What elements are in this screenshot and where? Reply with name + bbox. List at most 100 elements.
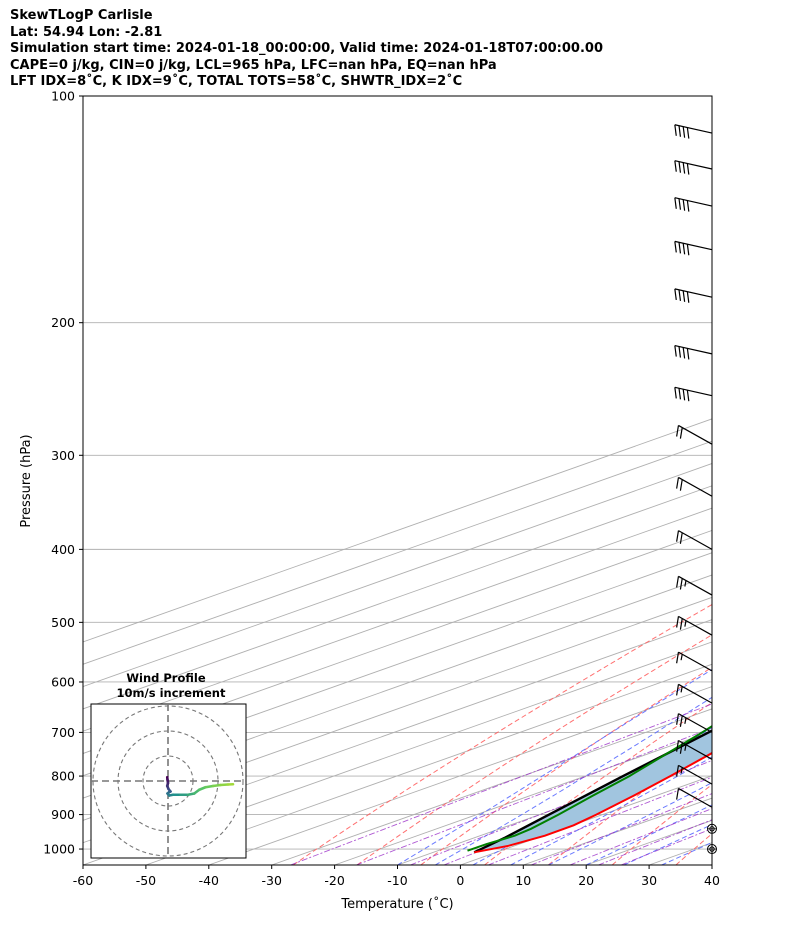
moist-adiabat [472, 727, 712, 865]
hodograph-subtitle: 10m/s increment [117, 686, 226, 700]
barb-flag [676, 616, 680, 628]
mixing-ratio-line [290, 703, 712, 865]
mixing-ratio-line [569, 808, 712, 865]
dry-adiabat [740, 96, 794, 865]
isotherm-line [83, 463, 712, 688]
wind-barb [676, 683, 713, 704]
wind-barb [676, 713, 713, 733]
barb-shaft [674, 344, 713, 355]
barb-half-flag [680, 654, 683, 661]
barb-half-flag [684, 580, 687, 587]
barb-flag [678, 289, 682, 301]
x-axis-label: Temperature (˚C) [340, 896, 453, 912]
isotherm-line [271, 708, 712, 865]
stability-line: CAPE=0 j/kg, CIN=0 j/kg, LCL=965 hPa, LF… [10, 57, 497, 73]
wind-barb [676, 787, 713, 808]
dry-adiabat [420, 666, 712, 865]
barb-flag [678, 198, 682, 210]
mixing-ratio-line [530, 793, 712, 865]
wind-barb [676, 615, 713, 636]
barb-flag [678, 161, 682, 173]
isotherm-line [83, 641, 712, 865]
barb-flag [679, 427, 683, 439]
isotherm-line [648, 842, 712, 865]
wind-barb [674, 386, 713, 402]
barb-shaft [678, 683, 713, 704]
barb-flag [676, 576, 680, 588]
barb-half-flag [684, 717, 687, 724]
wind-barb [674, 240, 713, 256]
x-tick-label: 40 [704, 873, 720, 888]
barb-flag [678, 388, 682, 400]
wind-barb [676, 764, 713, 785]
barb-shaft [674, 240, 713, 251]
barb-shaft [674, 197, 713, 207]
wind-barb [676, 651, 713, 672]
moist-adiabat [510, 756, 712, 865]
wind-barb [676, 424, 713, 445]
dry-adiabat [292, 603, 712, 865]
mixing-ratio-line [488, 776, 712, 865]
mixing-ratio-line [356, 727, 712, 865]
wind-barb [676, 739, 713, 760]
parcel-profile-line [473, 729, 712, 854]
barb-flag [676, 684, 680, 696]
barb-flag [676, 477, 680, 489]
barb-flag [676, 530, 680, 542]
wind-barb [674, 344, 713, 360]
barb-flag [674, 288, 677, 301]
barb-flag [682, 243, 686, 255]
barb-shaft [678, 575, 713, 596]
y-axis-label: Pressure (hPa) [19, 434, 34, 527]
x-tick-label: -40 [199, 873, 219, 888]
barb-flag [682, 199, 686, 211]
barb-flag [674, 124, 677, 136]
mixing-ratio-line [620, 828, 712, 865]
x-tick-label: -50 [136, 873, 156, 888]
barb-flag [679, 618, 683, 630]
barb-flag [676, 765, 680, 777]
barb-flag [686, 200, 690, 212]
barb-flag [686, 291, 690, 303]
barb-shaft [678, 530, 713, 550]
isotherm-line [711, 864, 712, 865]
barb-flag [678, 125, 682, 137]
dewpoint-profile-line [467, 725, 712, 852]
barb-flag [679, 715, 683, 727]
wind-barb [674, 160, 713, 175]
barb-shaft [678, 713, 713, 733]
wind-barb [676, 575, 713, 596]
wind-barb [676, 530, 713, 550]
barb-flag [686, 390, 690, 402]
wind-barb [676, 476, 713, 497]
barb-shaft [678, 764, 713, 785]
barb-shaft [678, 476, 713, 497]
isotherm-line [83, 418, 712, 643]
axis-ticks: -60 -50 -40 -30 -20 -10 0 10 20 30 40 100 200 300 400 5… [43, 89, 720, 889]
barb-flag [676, 425, 680, 437]
x-tick-label: 0 [456, 873, 464, 888]
x-tick-label: 30 [641, 873, 657, 888]
barb-flag [682, 347, 686, 359]
wind-barb [674, 124, 713, 139]
chart-title: SkewTLogP Carlisle [10, 8, 153, 23]
wind-barb [674, 288, 713, 303]
y-tick-label: 100 [51, 89, 75, 104]
barb-flag [674, 387, 677, 399]
barb-half-flag [684, 620, 687, 627]
barb-shaft [674, 124, 713, 134]
barb-flag [679, 742, 683, 754]
barb-flag [686, 127, 690, 139]
time-line: Simulation start time: 2024-01-18_00:00:… [10, 41, 603, 57]
wind-barb [674, 197, 713, 212]
mixing-ratio-line [443, 759, 712, 865]
x-tick-label: -30 [261, 873, 281, 888]
barb-shaft [678, 424, 713, 445]
barb-shaft [674, 386, 713, 397]
index-line: LFT IDX=8˚C, K IDX=9˚C, TOTAL TOTS=58˚C,… [10, 74, 463, 90]
barb-shaft [678, 739, 713, 760]
barb-flag [674, 345, 677, 357]
moist-adiabat [585, 804, 712, 865]
barb-flag [674, 241, 677, 253]
y-tick-label: 700 [51, 725, 75, 740]
